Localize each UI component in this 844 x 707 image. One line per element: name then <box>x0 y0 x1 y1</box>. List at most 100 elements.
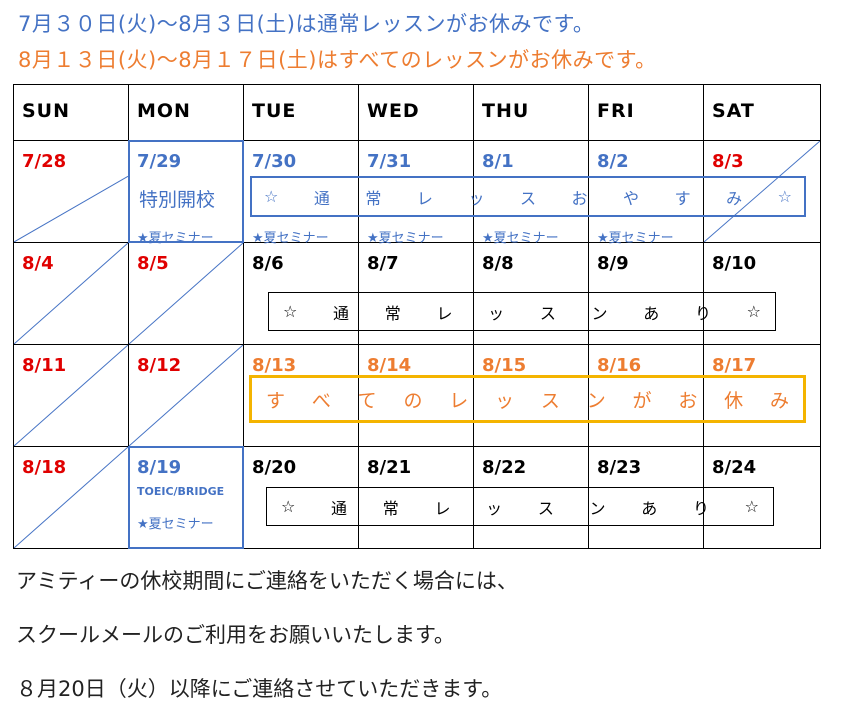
banner-char: ☆ <box>281 497 296 516</box>
banner-all-lessons-off: すべてのレッスンがお休み <box>249 375 806 423</box>
banner-char: ☆ <box>746 302 761 321</box>
date-cell: 7/29 特別開校 ★夏セミナー <box>128 140 244 246</box>
banner-char: の <box>403 389 423 412</box>
banner-char: り <box>694 303 711 323</box>
date-cell: 8/5 <box>128 242 244 345</box>
closed-slash <box>129 243 243 344</box>
banner-char: す <box>674 188 691 208</box>
banner-char: レ <box>434 498 451 518</box>
banner-normal-lessons-on: ☆ 通 常 レ ッ ス ン あ り ☆ <box>266 487 774 526</box>
day-label: MON <box>137 100 191 122</box>
footer-line-3: ８月20日（火）以降にご連絡させていただきます。 <box>16 677 503 701</box>
banner-char: ッ <box>468 188 485 208</box>
date-cell: 8/9 <box>588 242 704 345</box>
banner-char: ス <box>537 498 554 518</box>
banner-char: あ <box>643 303 660 323</box>
date-cell: 8/19 TOEIC/BRIDGE ★夏セミナー <box>128 446 244 549</box>
closed-slash <box>129 345 243 446</box>
banner-char: ☆ <box>283 302 298 321</box>
date-label: 8/14 <box>367 355 412 376</box>
date-label: 8/3 <box>712 151 744 172</box>
week-row-2: 8/4 8/5 8/6 8/7 8/8 8/9 8/10 <box>13 242 821 345</box>
banner-char: 休 <box>724 389 744 412</box>
banner-char: ン <box>586 389 606 412</box>
date-cell: 8/23 <box>588 446 704 549</box>
banner-char: レ <box>449 389 469 412</box>
banner-char: 常 <box>384 303 401 323</box>
banner-char: ☆ <box>744 497 759 516</box>
day-header-tue: TUE <box>243 84 359 141</box>
banner-char: 通 <box>333 303 350 323</box>
closed-slash <box>14 141 128 242</box>
day-label: WED <box>367 100 420 122</box>
date-label: 8/13 <box>252 355 297 376</box>
date-cell: 8/20 <box>243 446 359 549</box>
banner-char: み <box>769 389 789 412</box>
day-label: SUN <box>22 100 71 122</box>
day-label: TUE <box>252 100 297 122</box>
date-label: 8/1 <box>482 151 514 172</box>
date-label: 7/31 <box>367 151 412 172</box>
banner-char: べ <box>311 389 331 412</box>
day-label: THU <box>482 100 530 122</box>
banner-char: あ <box>641 498 658 518</box>
banner-char: ン <box>589 498 606 518</box>
banner-char: ス <box>519 188 536 208</box>
notice-line-all-off: 8月１３日(火)～8月１７日(土)はすべてのレッスンがお休みです。 <box>18 48 657 72</box>
banner-normal-lessons-on: ☆ 通 常 レ ッ ス ン あ り ☆ <box>268 292 776 331</box>
notice-line-normal-off: 7月３０日(火)～8月３日(土)は通常レッスンがお休みです。 <box>18 12 595 36</box>
date-label: 8/23 <box>597 457 642 478</box>
banner-char: レ <box>416 188 433 208</box>
day-label: FRI <box>597 100 635 122</box>
date-label: 8/24 <box>712 457 757 478</box>
banner-char: ☆ <box>777 187 792 206</box>
banner-char: お <box>678 389 698 412</box>
banner-char: 通 <box>331 498 348 518</box>
date-label: 8/18 <box>22 457 67 478</box>
day-header-mon: MON <box>128 84 244 141</box>
banner-normal-lessons-off: ☆ 通 常 レ ッ ス お や す み ☆ <box>250 176 806 217</box>
closed-slash <box>14 447 128 548</box>
banner-char: お <box>571 188 588 208</box>
date-label: 8/21 <box>367 457 412 478</box>
date-cell: 7/28 <box>13 140 129 243</box>
footer-line-2: スクールメールのご利用をお願いいたします。 <box>16 623 455 647</box>
day-header-sun: SUN <box>13 84 129 141</box>
banner-char: み <box>726 188 743 208</box>
date-label: 8/20 <box>252 457 297 478</box>
closed-slash <box>14 243 128 344</box>
date-cell: 8/3 <box>703 140 821 243</box>
banner-char: り <box>692 498 709 518</box>
date-label: 8/9 <box>597 253 629 274</box>
banner-char: 通 <box>313 188 330 208</box>
banner-char: ッ <box>488 303 505 323</box>
date-label: 8/11 <box>22 355 67 376</box>
date-cell: 8/4 <box>13 242 129 345</box>
banner-char: ス <box>540 389 560 412</box>
day-label: SAT <box>712 100 755 122</box>
day-header-fri: FRI <box>588 84 704 141</box>
date-label: 8/2 <box>597 151 629 172</box>
date-cell: 8/6 <box>243 242 359 345</box>
date-label: 8/16 <box>597 355 642 376</box>
footer-line-1: アミティーの休校期間にご連絡をいただく場合には、 <box>16 569 518 593</box>
date-label: 8/4 <box>22 253 54 274</box>
day-header-sat: SAT <box>703 84 821 141</box>
date-label: 7/29 <box>137 151 182 172</box>
date-cell: 8/22 <box>473 446 589 549</box>
date-label: 7/30 <box>252 151 297 172</box>
banner-char: ス <box>539 303 556 323</box>
banner-char: 常 <box>382 498 399 518</box>
banner-char: す <box>266 389 286 412</box>
day-header-thu: THU <box>473 84 589 141</box>
date-cell: 8/1 ★夏セミナー <box>473 140 589 246</box>
banner-char: が <box>632 389 652 412</box>
date-cell: 8/14 <box>358 344 474 447</box>
special-open-label: 特別開校 <box>139 189 216 211</box>
day-header-wed: WED <box>358 84 474 141</box>
banner-char: 常 <box>365 188 382 208</box>
date-label: 8/5 <box>137 253 169 274</box>
date-label: 8/7 <box>367 253 399 274</box>
calendar-header-row: SUN MON TUE WED THU FRI SAT <box>13 84 821 141</box>
toeic-bridge-label: TOEIC/BRIDGE <box>137 485 225 498</box>
